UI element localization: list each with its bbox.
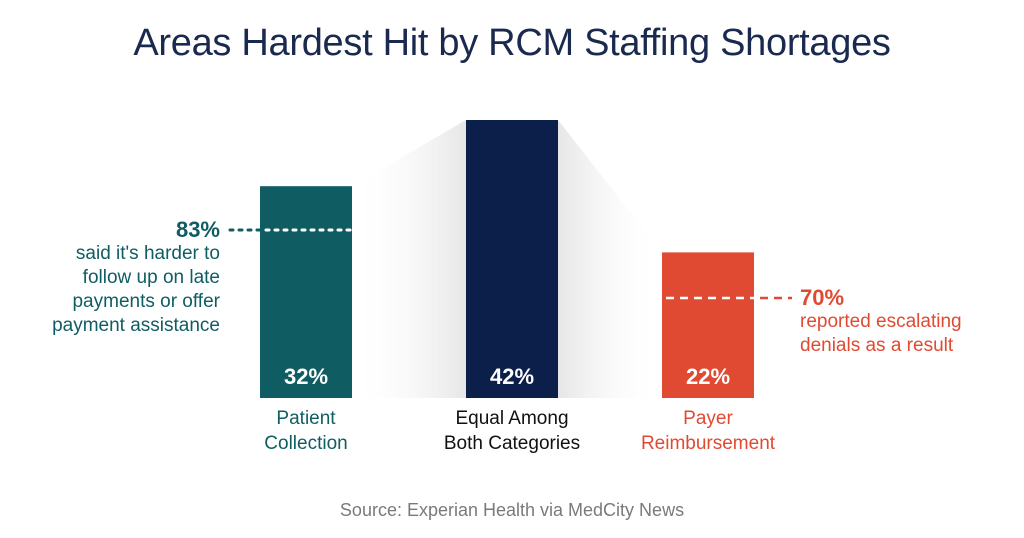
annotation-line: follow up on late (82, 267, 220, 288)
category-label-payer-reimbursement: Payer Reimbursement (608, 406, 808, 456)
chart-title: Areas Hardest Hit by RCM Staffing Shorta… (133, 22, 891, 64)
category-line: Both Categories (443, 433, 581, 454)
value-label: 42% (490, 364, 534, 389)
annotation-line: payment assistance (52, 315, 220, 336)
annotation-line: reported escalating (800, 311, 962, 332)
annotation-line: denials as a result (800, 335, 954, 356)
annotation-value: 83% (175, 217, 220, 242)
category-line: Payer (683, 408, 733, 429)
annotation-line: said it's harder to (75, 243, 220, 264)
category-label-equal-among-both: Equal Among Both Categories (412, 406, 612, 456)
category-line: Equal Among (455, 408, 569, 429)
category-line: Patient (276, 408, 336, 429)
bar-equal-among-both-categories (466, 120, 558, 398)
category-line: Collection (264, 433, 348, 454)
annotation-value: 70% (800, 285, 845, 310)
bar-payer-reimbursement (662, 252, 754, 398)
annotation-line: payments or offer (72, 291, 220, 312)
annotation-patient-collection: 83% said it's harder to follow up on lat… (0, 218, 220, 338)
value-label: 22% (686, 364, 730, 389)
annotation-payer-reimbursement: 70% reported escalating denials as a res… (800, 286, 1020, 358)
source-note: Source: Experian Health via MedCity News (339, 500, 685, 520)
value-label: 32% (284, 364, 328, 389)
shadow-wedge-left (352, 120, 466, 398)
bar-patient-collection (260, 186, 352, 398)
category-line: Reimbursement (640, 433, 776, 454)
category-label-patient-collection: Patient Collection (206, 406, 406, 456)
shadow-wedge-right (558, 120, 662, 398)
